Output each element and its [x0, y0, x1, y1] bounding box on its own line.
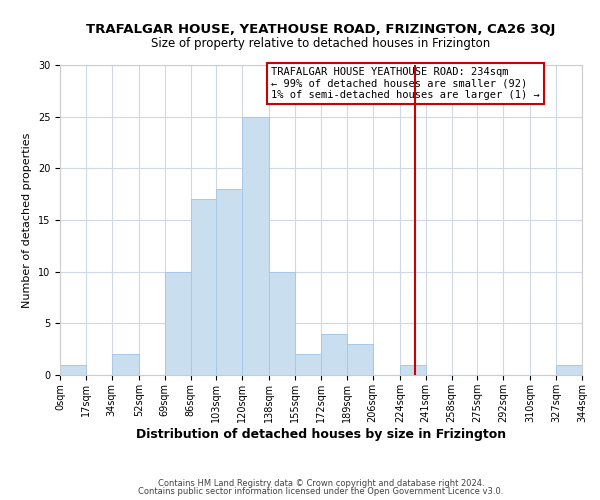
Y-axis label: Number of detached properties: Number of detached properties: [22, 132, 32, 308]
Text: TRAFALGAR HOUSE YEATHOUSE ROAD: 234sqm
← 99% of detached houses are smaller (92): TRAFALGAR HOUSE YEATHOUSE ROAD: 234sqm ←…: [271, 67, 539, 100]
Bar: [347, 344, 373, 375]
Bar: [60, 364, 86, 375]
Bar: [216, 189, 242, 375]
Bar: [269, 272, 295, 375]
Bar: [295, 354, 321, 375]
Bar: [556, 364, 582, 375]
Bar: [242, 116, 269, 375]
Bar: [112, 354, 139, 375]
X-axis label: Distribution of detached houses by size in Frizington: Distribution of detached houses by size …: [136, 428, 506, 440]
Text: TRAFALGAR HOUSE, YEATHOUSE ROAD, FRIZINGTON, CA26 3QJ: TRAFALGAR HOUSE, YEATHOUSE ROAD, FRIZING…: [86, 22, 556, 36]
Text: Contains HM Land Registry data © Crown copyright and database right 2024.: Contains HM Land Registry data © Crown c…: [158, 478, 484, 488]
Bar: [165, 272, 191, 375]
Bar: [191, 200, 216, 375]
Bar: [321, 334, 347, 375]
Bar: [400, 364, 426, 375]
Text: Contains public sector information licensed under the Open Government Licence v3: Contains public sector information licen…: [139, 487, 503, 496]
Text: Size of property relative to detached houses in Frizington: Size of property relative to detached ho…: [151, 38, 491, 51]
